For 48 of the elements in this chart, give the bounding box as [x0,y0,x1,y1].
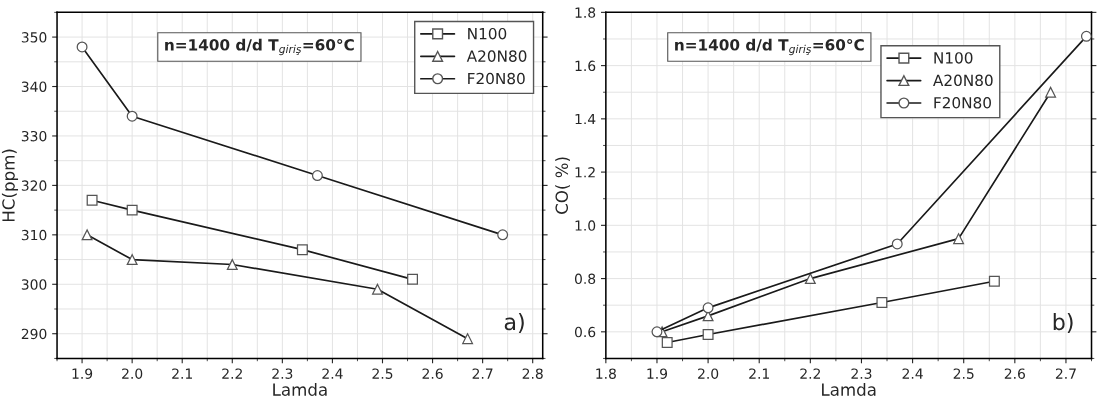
legend-label: N100 [934,52,973,64]
y-tick-label: 340 [21,81,47,92]
x-tick-label: 2.4 [322,368,343,379]
annotation: a) [504,313,524,333]
legend-label: F20N80 [934,96,991,109]
x-tick-label: 1.9 [647,368,668,379]
x-tick-label: 2.2 [800,368,820,379]
y-tick-label: 0.8 [574,273,596,285]
y-tick-label: 1.0 [575,220,596,231]
y-tick-label: 1.6 [575,60,596,72]
annotation: n=1400 d/d T$_{giriş}$=60°C [675,38,864,56]
x-tick-label: 2.0 [122,368,143,379]
x-tick-label: 2.1 [749,368,769,379]
y-tick-label: 1.8 [575,7,596,18]
legend-label: N100 [468,27,507,40]
y-tick-label: 320 [21,180,47,191]
x-tick-label: 2.6 [422,368,443,379]
x-tick-label: 2.2 [222,368,242,379]
y-tick-label: 1.4 [575,114,596,125]
y-tick-label: 1.2 [575,167,595,178]
x-tick-label: 2.5 [372,368,393,379]
x-tick-label: 2.3 [851,368,872,379]
x-axis-title: Lamda [273,382,327,396]
y-axis-title: HC(ppm) [1,149,19,222]
y-tick-label: 0.6 [574,326,596,338]
x-tick-label: 2.7 [1055,368,1076,379]
y-tick-label: 290 [21,328,47,340]
x-tick-label: 2.4 [902,368,923,379]
legend-label: A20N80 [933,74,993,87]
legend-label: A20N80 [466,50,527,62]
x-tick-label: 2.7 [472,368,493,379]
annotation: n=1400 d/d T$_{giriş}$=60°C [165,38,354,56]
y-tick-label: 310 [21,229,47,241]
annotation: b) [1053,313,1073,333]
x-tick-label: 2.8 [522,368,543,379]
x-tick-label: 1.8 [596,368,616,379]
legend-label: F20N80 [468,72,525,85]
x-tick-label: 2.5 [953,368,974,379]
x-tick-label: 2.0 [698,368,719,379]
x-axis-title: Lamda [822,382,876,396]
y-tick-label: 350 [21,32,47,43]
x-tick-label: 2.3 [272,368,293,379]
y-tick-label: 330 [21,130,47,142]
x-tick-label: 2.1 [172,368,192,379]
y-axis-title: CO( %) [555,157,570,214]
y-tick-label: 300 [21,279,47,290]
x-tick-label: 1.9 [72,368,93,379]
x-tick-label: 2.6 [1004,368,1025,379]
